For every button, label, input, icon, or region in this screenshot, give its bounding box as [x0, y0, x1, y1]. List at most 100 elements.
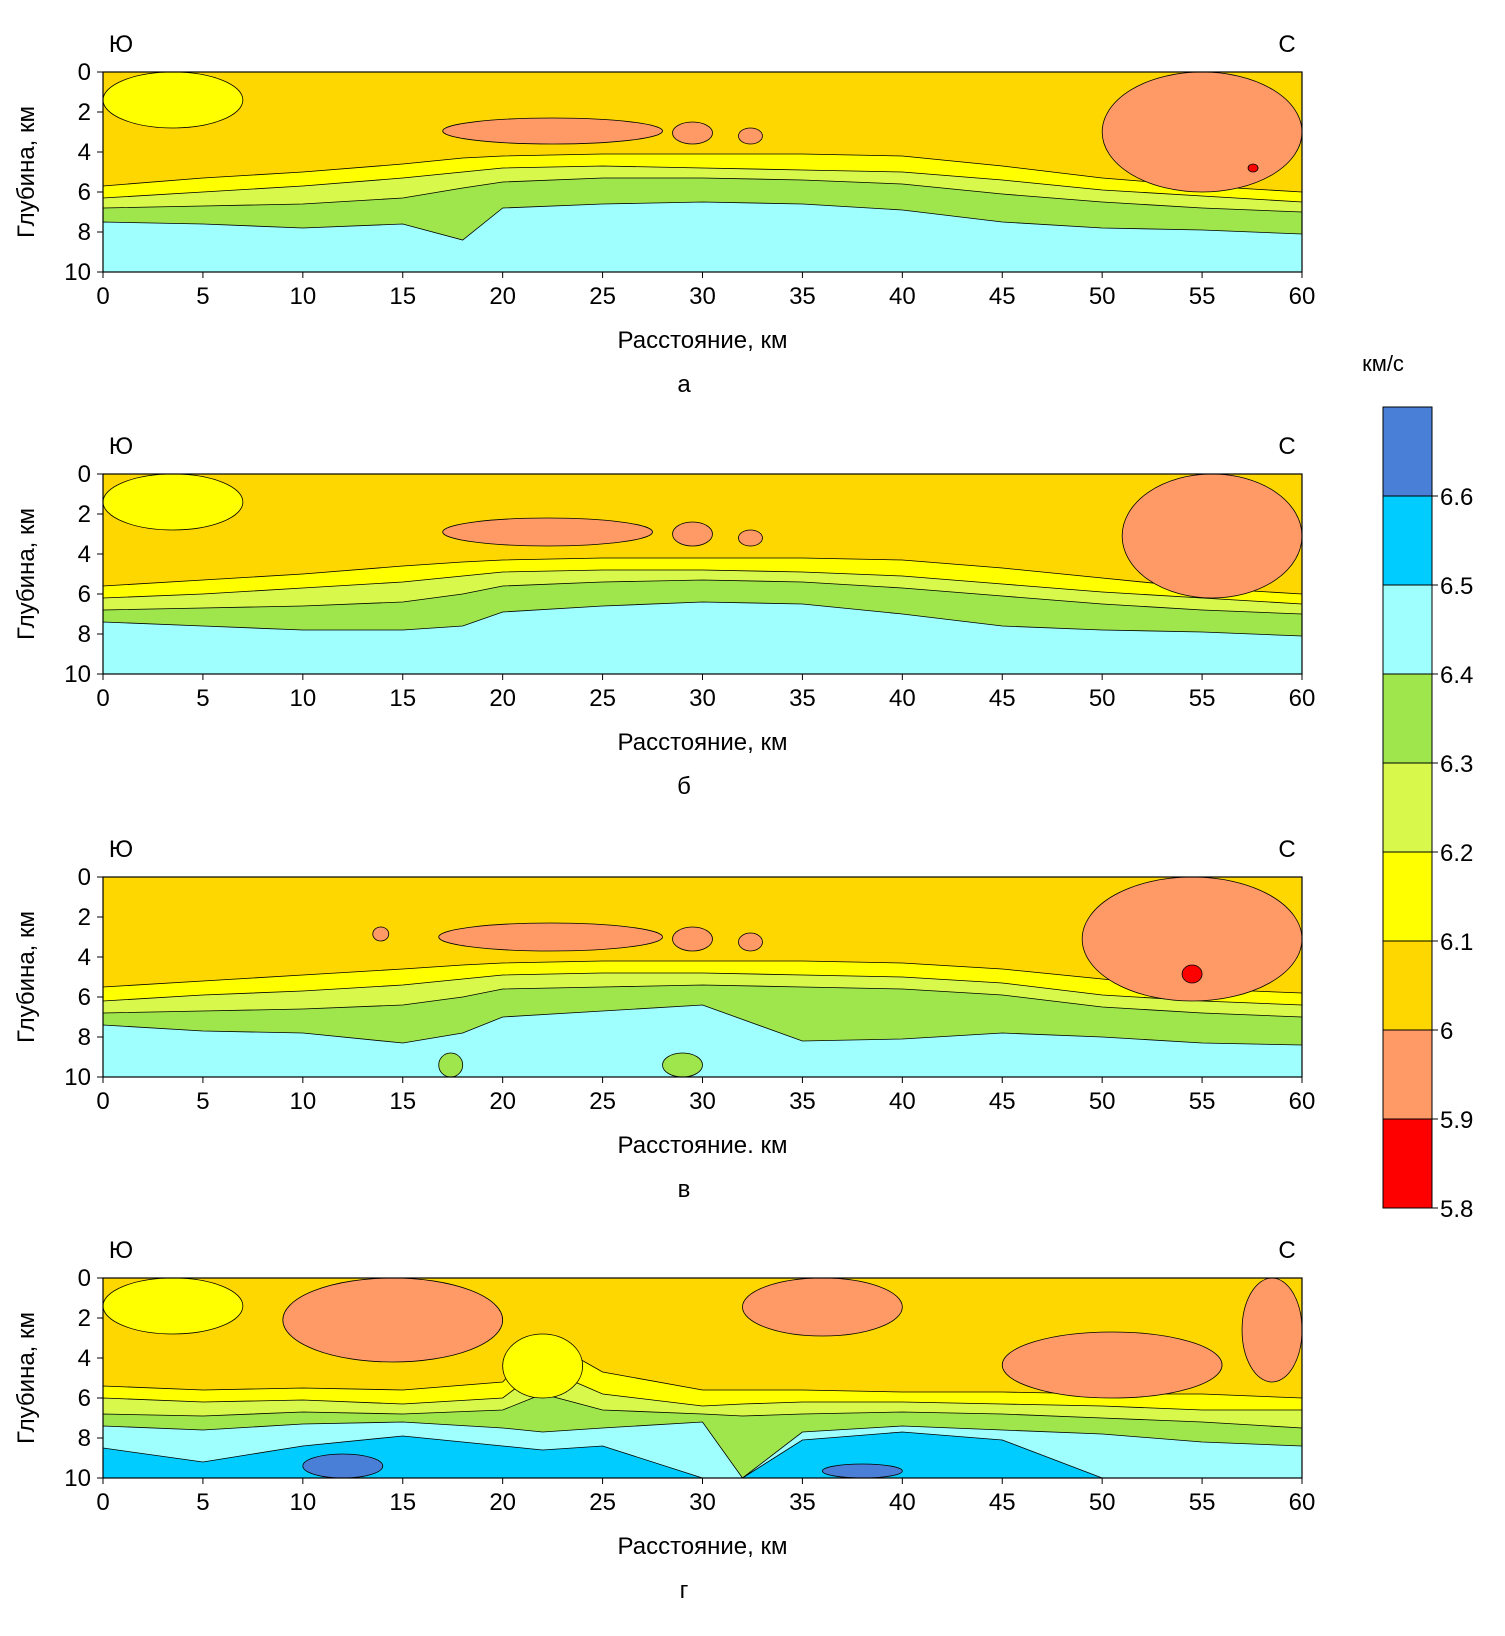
anomaly-1	[282, 1278, 504, 1363]
x-tick-label: 5	[196, 685, 209, 712]
anomaly-4	[1241, 1278, 1302, 1383]
colorbar-tick-label: 6.3	[1440, 751, 1473, 778]
y-tick-label: 0	[78, 1265, 91, 1292]
x-tick-label: 45	[989, 685, 1016, 712]
x-tick-label: 60	[1289, 1088, 1316, 1115]
x-tick-label: 0	[96, 1489, 109, 1516]
north-label: С	[1278, 1237, 1295, 1264]
y-tick-label: 6	[78, 179, 91, 206]
x-tick-label: 15	[389, 1489, 416, 1516]
south-label: Ю	[109, 31, 133, 58]
anomaly-5	[1247, 163, 1259, 173]
x-tick-label: 50	[1089, 283, 1116, 310]
colorbar-tick-label: 5.8	[1440, 1196, 1473, 1223]
anomaly-1	[442, 117, 663, 145]
north-label: С	[1278, 433, 1295, 460]
x-tick-label: 45	[989, 1489, 1016, 1516]
y-tick-label: 2	[78, 1305, 91, 1332]
colorbar-swatch	[1382, 673, 1433, 764]
anomaly-3	[738, 529, 763, 547]
anomaly-3	[1001, 1331, 1223, 1399]
x-tick-label: 40	[889, 283, 916, 310]
x-tick-label: 30	[689, 283, 716, 310]
x-tick-label: 35	[789, 283, 816, 310]
x-tick-label: 10	[289, 685, 316, 712]
x-tick-label: 55	[1189, 685, 1216, 712]
y-tick-label: 10	[64, 259, 91, 286]
anomaly-5	[302, 1453, 384, 1478]
colorbar-swatch	[1382, 1029, 1433, 1120]
anomaly-4	[1121, 474, 1302, 599]
y-tick-label: 0	[78, 461, 91, 488]
anomaly-5	[103, 474, 244, 531]
anomaly-4	[738, 932, 763, 952]
colorbar-swatch	[1382, 762, 1433, 853]
colorbar-swatch	[1382, 851, 1433, 942]
y-tick-label: 10	[64, 661, 91, 688]
x-tick-label: 60	[1289, 685, 1316, 712]
x-axis-label: Расстояние. км	[618, 1132, 788, 1159]
y-tick-label: 0	[78, 864, 91, 891]
south-label: Ю	[109, 433, 133, 460]
x-tick-label: 0	[96, 1088, 109, 1115]
anomaly-6	[822, 1463, 903, 1478]
anomaly-6	[103, 72, 244, 129]
isoline-band-6.4-6.5	[103, 201, 1302, 272]
y-tick-label: 6	[78, 1385, 91, 1412]
contour-field	[103, 1278, 1302, 1478]
x-tick-label: 60	[1289, 283, 1316, 310]
x-tick-label: 10	[289, 1489, 316, 1516]
y-axis-label: Глубина, км	[13, 911, 40, 1043]
x-tick-label: 20	[489, 685, 516, 712]
anomaly-8	[662, 1052, 703, 1077]
y-tick-label: 8	[78, 621, 91, 648]
colorbar-tick-label: 6.1	[1440, 929, 1473, 956]
y-tick-label: 0	[78, 59, 91, 86]
y-tick-label: 10	[64, 1064, 91, 1091]
anomaly-2	[742, 1278, 903, 1337]
anomaly-3	[672, 926, 713, 952]
colorbar-tick-label: 6.4	[1440, 662, 1473, 689]
x-tick-label: 40	[889, 1088, 916, 1115]
y-axis-label: Глубина, км	[13, 1312, 40, 1444]
y-axis-label: Глубина, км	[13, 106, 40, 238]
panels: 0 5 10 15 20 25 30 35 40 45 50 55 600246810Расстояни…	[13, 31, 1315, 1604]
x-tick-label: 60	[1289, 1489, 1316, 1516]
x-tick-label: 10	[289, 283, 316, 310]
y-tick-label: 10	[64, 1465, 91, 1492]
anomaly-1	[442, 517, 653, 547]
anomaly-6	[1181, 964, 1203, 984]
y-tick-label: 4	[78, 944, 91, 971]
south-label: Ю	[109, 1237, 133, 1264]
y-tick-label: 2	[78, 904, 91, 931]
south-label: Ю	[109, 836, 133, 863]
colorbar-swatch	[1382, 940, 1433, 1031]
isoline-band-6.5-6.6	[103, 1431, 1302, 1478]
x-tick-label: 55	[1189, 283, 1216, 310]
anomaly-7	[438, 1052, 464, 1077]
colorbar-swatch	[1382, 406, 1433, 497]
colorbar-swatch	[1382, 495, 1433, 586]
x-tick-label: 20	[489, 1489, 516, 1516]
anomaly-3	[738, 127, 763, 145]
anomaly-5	[1081, 877, 1302, 1002]
x-tick-label: 20	[489, 283, 516, 310]
x-tick-label: 5	[196, 283, 209, 310]
x-tick-label: 55	[1189, 1088, 1216, 1115]
anomaly-8	[502, 1333, 584, 1399]
panel-letter: в	[678, 1176, 691, 1203]
y-tick-label: 4	[78, 541, 91, 568]
x-tick-label: 35	[789, 685, 816, 712]
x-tick-label: 10	[289, 1088, 316, 1115]
contour-field	[103, 72, 1302, 272]
anomaly-4	[1101, 72, 1302, 193]
isoline-band-6.4-6.5	[103, 1004, 1302, 1077]
anomaly-2	[438, 922, 663, 952]
panel-letter: а	[677, 371, 691, 398]
north-label: С	[1278, 31, 1295, 58]
isoline-band-6.4-6.5	[103, 601, 1302, 674]
x-axis-label: Расстояние, км	[618, 729, 788, 756]
contour-field	[103, 474, 1302, 674]
anomaly-7	[103, 1278, 244, 1335]
y-tick-label: 8	[78, 219, 91, 246]
